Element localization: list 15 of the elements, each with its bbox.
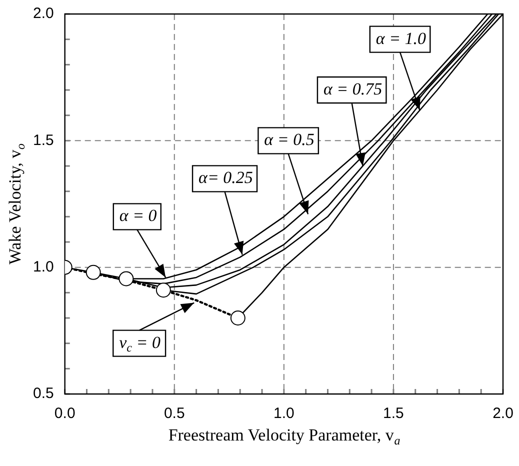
x-tick-label: 1.0 [273, 405, 294, 422]
y-tick-label: 2.0 [32, 5, 54, 22]
x-tick-label: 0.5 [164, 405, 185, 422]
x-tick-label: 0.0 [54, 405, 76, 422]
annotation: α = 1.0 [376, 28, 427, 48]
y-axis-title: Wake Velocity, vo [5, 143, 28, 265]
annotation: α = 0 [119, 206, 158, 226]
annotation: α = 0.5 [264, 130, 314, 150]
x-tick-label: 1.5 [383, 405, 404, 422]
annotation: α = 0.75 [323, 79, 382, 98]
y-tick-label: 1.0 [32, 258, 54, 276]
x-tick-label: 2.0 [492, 405, 514, 422]
annotation: α= 0.25 [198, 168, 253, 188]
y-tick-label: 0.5 [32, 385, 54, 402]
y-tick-label: 1.5 [32, 132, 54, 149]
